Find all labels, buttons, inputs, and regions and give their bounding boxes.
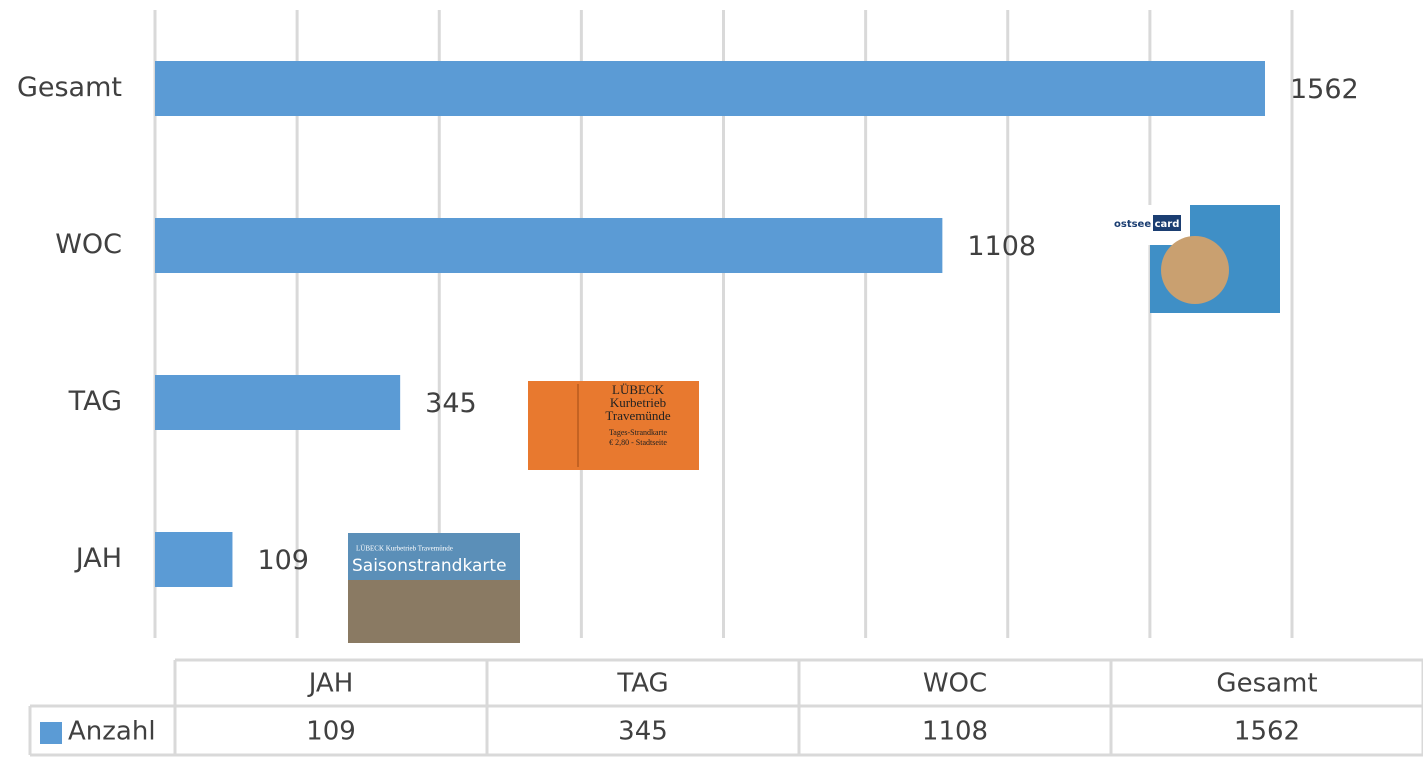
image-text: Saisonstrandkarte xyxy=(352,556,507,576)
image-beach xyxy=(348,580,520,643)
bar xyxy=(155,61,1265,116)
table-value: 1108 xyxy=(922,717,988,747)
table-header: JAH xyxy=(307,669,354,699)
ostsee-image: ostsee card xyxy=(1110,205,1280,313)
image-text: LÜBECK xyxy=(612,382,665,397)
legend-label: Anzahl xyxy=(68,717,156,747)
image-bg xyxy=(528,381,699,470)
bar xyxy=(155,375,401,430)
bar xyxy=(155,218,943,273)
bar xyxy=(155,532,233,587)
table-value: 1562 xyxy=(1234,717,1300,747)
image-text: LÜBECK Kurbetrieb Travemünde xyxy=(356,545,453,553)
table-header: WOC xyxy=(923,669,987,699)
image-shape xyxy=(1161,236,1229,304)
saison-image: LÜBECK Kurbetrieb Travemünde Saisonstran… xyxy=(348,533,520,643)
image-text: € 2,80 - Stadtseite xyxy=(609,438,667,447)
y-tick-label: WOC xyxy=(55,229,122,260)
data-label: 345 xyxy=(425,388,477,419)
image-badge xyxy=(1153,215,1181,231)
table-header: Gesamt xyxy=(1216,669,1317,699)
table-value: 109 xyxy=(306,717,356,747)
image-text: Tages-Strandkarte xyxy=(609,428,668,437)
image-text: Travemünde xyxy=(605,408,670,423)
y-tick-label: JAH xyxy=(74,543,122,574)
y-tick-label: Gesamt xyxy=(17,72,122,103)
tages-image: LÜBECK Kurbetrieb Travemünde Tages-Stran… xyxy=(528,381,699,470)
legend-key xyxy=(40,722,62,744)
data-label: 1108 xyxy=(967,231,1036,262)
y-tick-label: TAG xyxy=(68,386,122,417)
data-label: 1562 xyxy=(1290,74,1359,105)
table-value: 345 xyxy=(618,717,668,747)
image-text: ostsee xyxy=(1114,219,1151,230)
data-label: 109 xyxy=(257,545,309,576)
image-text: card xyxy=(1155,219,1180,230)
image-text: Kurbetrieb xyxy=(610,395,666,410)
table-header: TAG xyxy=(616,669,668,699)
